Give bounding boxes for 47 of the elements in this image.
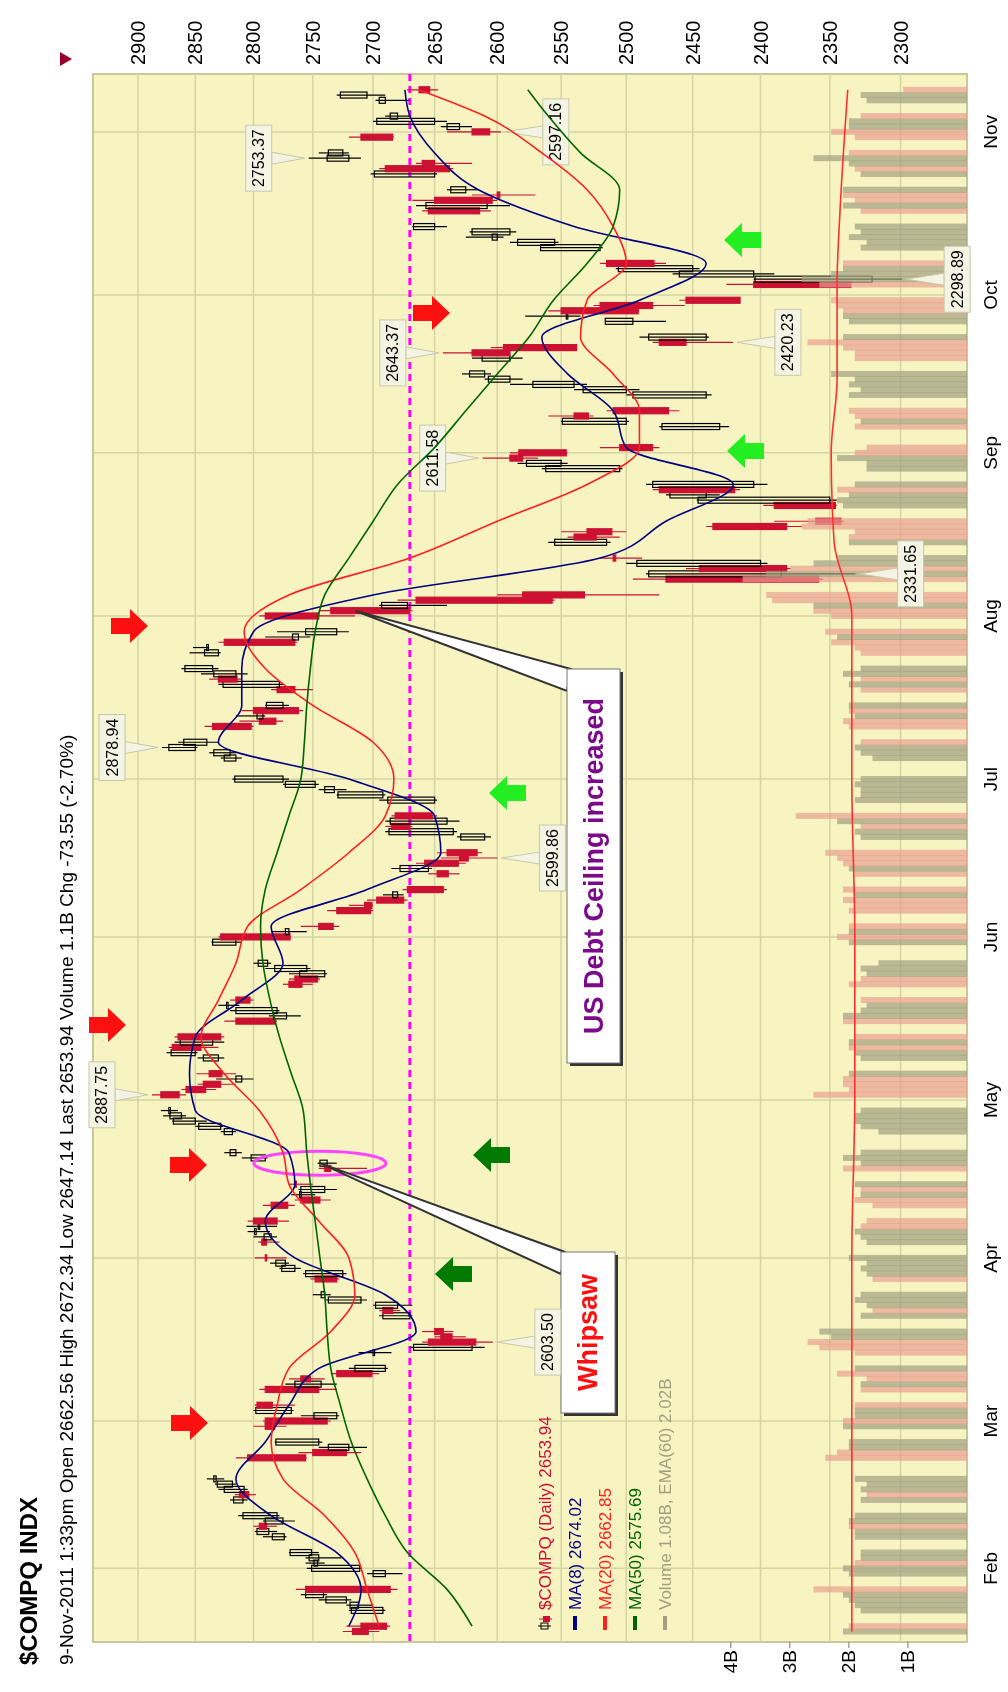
annotation: US Debt Ceiling increased	[578, 697, 609, 1035]
text: $COMPQ (Daily) 2653.94	[535, 1416, 555, 1610]
x2-tick-label: 3B	[779, 1650, 801, 1674]
y-tick-label: Aug	[980, 599, 1002, 633]
y-tick-label: May	[980, 1081, 1002, 1118]
text: MA(50) 2575.69	[625, 1488, 645, 1610]
x2-tick-label: 1B	[897, 1650, 919, 1674]
text: MA(8) 2674.02	[565, 1497, 585, 1610]
x-tick-label: 2700	[362, 20, 385, 65]
annotation: 2599.86	[543, 828, 561, 887]
y-tick-label: Apr	[980, 1242, 1002, 1273]
x-tick-label: 2450	[681, 20, 704, 65]
text: MA(20) 2662.85	[595, 1488, 615, 1610]
x-tick-label: 2900	[127, 20, 150, 65]
y-tick-label: Sep	[980, 435, 1002, 470]
x-tick-label: 2650	[423, 20, 446, 65]
annotation: 2887.75	[93, 1065, 111, 1124]
annotation: 2603.50	[539, 1313, 557, 1371]
annotation: 2298.89	[948, 250, 966, 309]
annotation: Whipsaw	[573, 1273, 603, 1392]
x-tick-label: 2750	[301, 20, 324, 65]
y-tick-label: Mar	[980, 1403, 1002, 1438]
annotation: 2420.23	[779, 313, 797, 372]
text: Volume 1.08B, EMA(60) 2.02B	[655, 1378, 675, 1610]
x2-tick-label: 4B	[720, 1650, 742, 1674]
x-tick-label: 2850	[184, 20, 207, 65]
annotation: 2878.94	[103, 718, 121, 777]
x-tick-label: 2500	[615, 20, 638, 65]
y-tick-label: Nov	[980, 114, 1002, 149]
text: 9-Nov-2011 1:33pm Open 2662.56 High 2672.34 Low 2647.14 Last 2653.94 Volume 1.1B Chg -73.55 (-2.70%)	[55, 734, 77, 1665]
y-tick-label: Feb	[980, 1551, 1002, 1585]
x-tick-label: 2800	[242, 20, 265, 65]
annotation: 2753.37	[250, 129, 268, 188]
y-tick-label: Jun	[980, 921, 1002, 953]
annotation: 2643.37	[384, 323, 402, 382]
text: $COMPQ INDX	[14, 1496, 42, 1665]
x-tick-label: 2300	[889, 20, 912, 65]
annotation: 2331.65	[902, 544, 920, 603]
annotation: 2597.16	[547, 102, 565, 161]
y-tick-label: Oct	[980, 279, 1002, 310]
x-tick-label: 2400	[749, 20, 772, 65]
x2-tick-label: 2B	[838, 1650, 860, 1674]
x-tick-label: 2600	[486, 20, 509, 65]
y-tick-label: Jul	[980, 766, 1002, 792]
x-tick-label: 2550	[550, 20, 573, 65]
x-tick-label: 2350	[818, 20, 841, 65]
annotation: 2611.58	[424, 429, 442, 487]
